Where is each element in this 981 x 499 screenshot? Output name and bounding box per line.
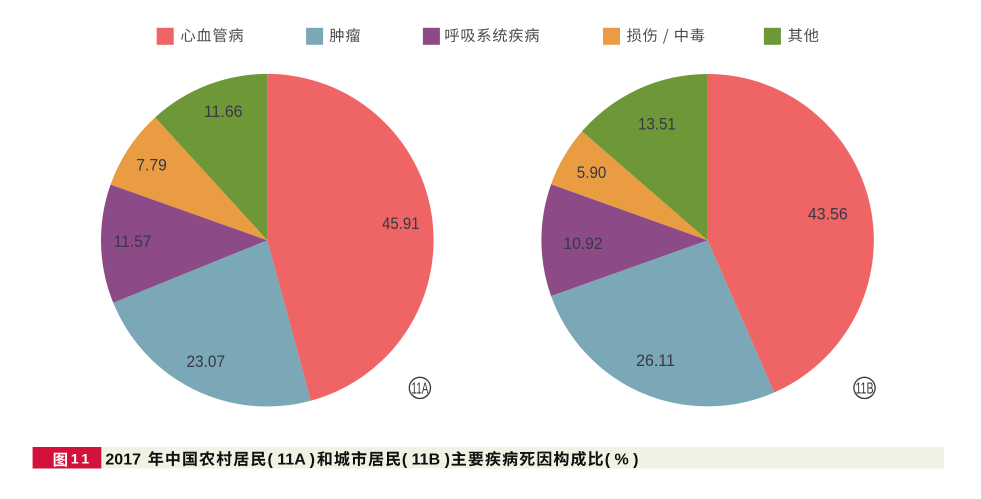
svg-text:11B: 11B xyxy=(855,380,873,397)
svg-text:11.66: 11.66 xyxy=(204,102,243,121)
svg-text:1: 1 xyxy=(81,450,89,466)
svg-text:( 11A ): ( 11A ) xyxy=(268,452,315,469)
svg-text:10.92: 10.92 xyxy=(563,234,602,253)
svg-text:13.51: 13.51 xyxy=(638,115,676,134)
svg-text:( % ): ( % ) xyxy=(605,452,639,469)
svg-text:2017: 2017 xyxy=(105,452,141,469)
svg-text:23.07: 23.07 xyxy=(186,352,225,371)
svg-text:( 11B ): ( 11B ) xyxy=(402,452,450,469)
svg-text:11A: 11A xyxy=(411,380,428,397)
svg-text:43.56: 43.56 xyxy=(808,204,848,223)
svg-text:11.57: 11.57 xyxy=(114,232,152,251)
svg-text:7.79: 7.79 xyxy=(136,156,167,175)
svg-text:5.90: 5.90 xyxy=(577,163,607,182)
svg-text:26.11: 26.11 xyxy=(636,351,675,370)
svg-text:1: 1 xyxy=(71,450,79,466)
svg-text:45.91: 45.91 xyxy=(382,214,420,233)
